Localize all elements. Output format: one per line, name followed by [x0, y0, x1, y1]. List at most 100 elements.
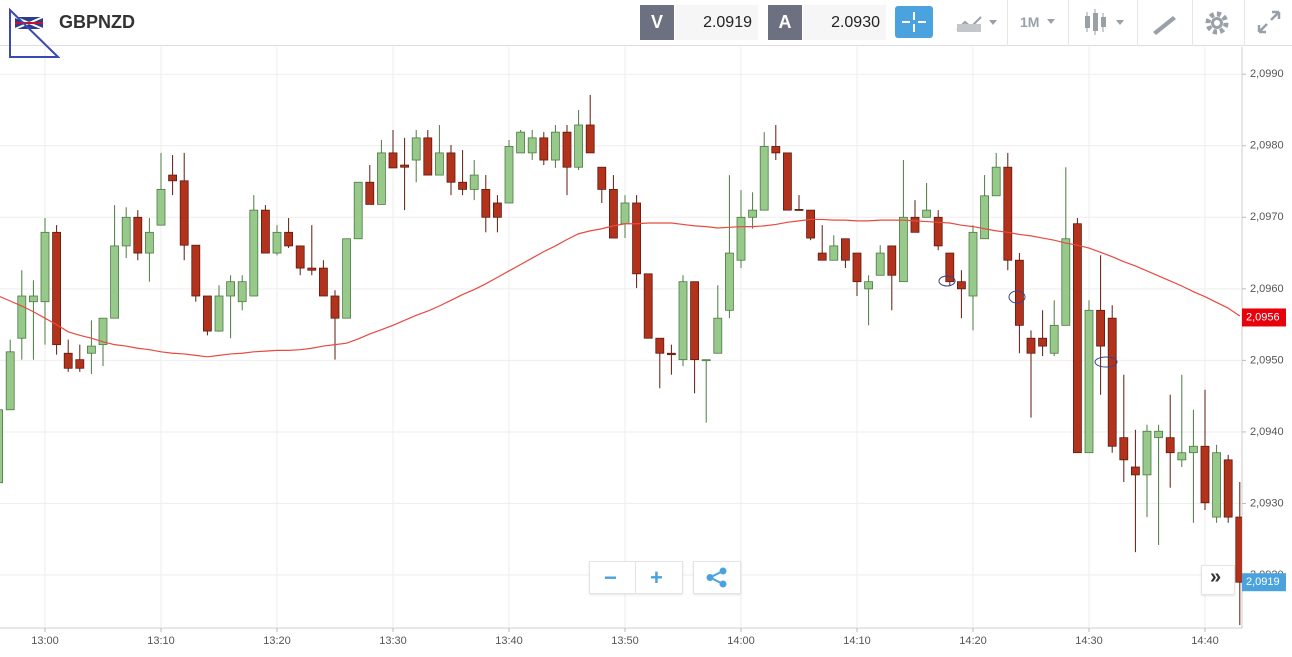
candle-body — [87, 345, 96, 354]
candle-body — [481, 188, 491, 218]
candle-body — [342, 238, 352, 319]
x-tick-label: 14:00 — [727, 635, 755, 647]
separator — [1007, 0, 1008, 46]
candle-body — [156, 188, 166, 226]
candle-body — [1096, 309, 1105, 347]
candle-body — [330, 295, 340, 319]
share-button[interactable] — [693, 561, 741, 594]
candle-body — [226, 281, 236, 297]
candle-body — [75, 359, 85, 369]
symbol-icon — [9, 7, 60, 58]
candle-body — [725, 252, 734, 311]
candle-body — [237, 281, 247, 303]
chart-type-button[interactable] — [953, 8, 1003, 38]
draw-button[interactable] — [1150, 8, 1180, 38]
candle-body — [1049, 324, 1059, 354]
zoom-out[interactable]: − — [604, 565, 617, 590]
separator — [1068, 0, 1069, 46]
scroll-label[interactable]: » — [1210, 566, 1222, 588]
candle-body — [110, 245, 119, 319]
y-tick-label: 2,0930 — [1250, 497, 1284, 509]
candle-body — [991, 166, 1001, 197]
candle-body — [922, 209, 931, 218]
timeframe[interactable]: 1M — [1020, 14, 1040, 30]
zoom-controls: − + — [589, 561, 683, 594]
candle-body — [1073, 223, 1082, 454]
candle-body — [1189, 445, 1198, 454]
x-tick-label: 13:20 — [263, 635, 291, 647]
candle-body — [875, 252, 885, 276]
settings-button[interactable] — [1203, 8, 1233, 38]
candle-body — [1223, 459, 1233, 518]
candle-body — [318, 267, 328, 297]
annotation — [1008, 290, 1026, 304]
candle-type-button[interactable] — [1082, 8, 1132, 38]
symbol[interactable]: GBPNZD — [59, 12, 135, 32]
fullscreen-button[interactable] — [1255, 8, 1285, 38]
x-tick-label: 13:00 — [31, 635, 59, 647]
price-badge-label: 2,0919 — [1246, 576, 1280, 588]
candle-body — [121, 216, 131, 247]
candle-body — [411, 137, 421, 161]
candle-body — [202, 295, 212, 332]
separator — [1192, 0, 1193, 46]
ask-price[interactable]: 2.0930 — [803, 5, 886, 40]
x-tick-label: 14:10 — [843, 635, 871, 647]
candle-body — [945, 252, 955, 283]
ask-label[interactable]: A — [768, 5, 802, 40]
y-tick-label: 2,0960 — [1250, 283, 1284, 295]
candle-body — [52, 231, 61, 346]
candle-body — [574, 124, 583, 168]
candle-body — [1154, 430, 1163, 439]
candle-body — [307, 267, 317, 271]
bid-label[interactable]: V — [640, 5, 674, 40]
candle-body — [492, 202, 502, 218]
candle-body — [388, 152, 398, 169]
candle-body — [841, 238, 850, 261]
candle-body — [1177, 452, 1187, 461]
candle-body — [98, 317, 108, 346]
candle-body — [1003, 166, 1013, 261]
candle-body — [400, 164, 410, 168]
x-tick-label: 14:40 — [1191, 635, 1219, 647]
candle-body — [632, 202, 641, 275]
price-badge — [1242, 308, 1286, 327]
scroll-button[interactable]: » — [1201, 565, 1235, 595]
candle-body — [678, 281, 688, 361]
candle-body — [168, 174, 178, 182]
annotation — [1094, 356, 1118, 368]
candle-body — [701, 359, 711, 362]
candle-body — [759, 146, 769, 211]
candle-body — [1165, 437, 1175, 454]
candle-body — [794, 209, 804, 211]
x-tick-label: 14:30 — [1075, 635, 1103, 647]
candle-body — [713, 317, 723, 354]
candle-body — [980, 195, 989, 240]
x-tick-label: 13:30 — [379, 635, 407, 647]
candle-body — [434, 152, 444, 176]
candle-body — [887, 245, 897, 276]
crosshair-button[interactable] — [895, 6, 935, 40]
candle-body — [516, 131, 525, 154]
candle-body — [295, 245, 305, 269]
price-badge-label: 2,0956 — [1246, 311, 1280, 323]
zoom-in[interactable]: + — [650, 565, 663, 590]
separator — [1244, 0, 1245, 46]
candle-body — [458, 181, 468, 190]
candle-body — [1142, 430, 1152, 476]
y-tick-label: 2,0990 — [1250, 68, 1284, 80]
candle-body — [504, 146, 514, 204]
candle-body — [551, 131, 560, 161]
candle-body — [736, 216, 746, 261]
candle-body — [1200, 445, 1210, 504]
dropdown — [1047, 19, 1055, 24]
candle-body — [5, 351, 15, 411]
bid-price[interactable]: 2.0919 — [675, 5, 758, 40]
candle-body — [933, 216, 943, 247]
y-tick-label: 2,0980 — [1250, 140, 1284, 152]
candle-body — [957, 281, 966, 290]
candle-body — [284, 231, 294, 247]
candle-body — [272, 231, 282, 254]
